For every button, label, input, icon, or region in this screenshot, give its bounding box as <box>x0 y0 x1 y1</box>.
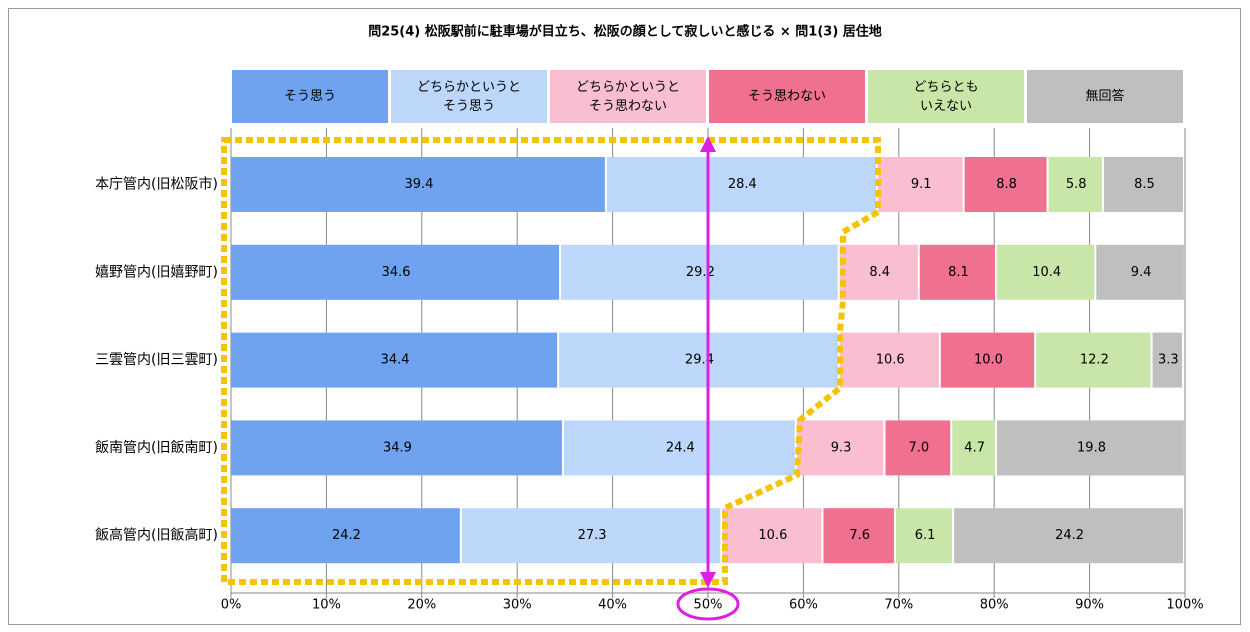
bar-segment <box>885 420 951 476</box>
highlight-ellipse <box>676 587 740 621</box>
bar-segment <box>997 420 1184 476</box>
data-label: 10.6 <box>758 528 787 543</box>
data-label: 24.2 <box>332 528 361 543</box>
data-label: 34.9 <box>383 440 412 455</box>
annotations <box>221 136 881 621</box>
bar-segment <box>231 244 560 300</box>
data-label: 10.0 <box>974 353 1003 368</box>
x-tick-label: 60% <box>789 598 818 613</box>
legend-item: どちらかというと そう思わない <box>550 70 706 123</box>
category-label: 本庁管内(旧松阪市) <box>95 176 218 193</box>
data-label: 8.1 <box>948 265 969 280</box>
data-label: 39.4 <box>404 177 433 192</box>
x-tick-label: 100% <box>1166 598 1203 613</box>
data-label: 9.3 <box>831 440 852 455</box>
data-label: 10.4 <box>1032 265 1061 280</box>
x-tick-label: 50% <box>694 598 723 613</box>
bar-segment <box>231 508 460 564</box>
category-label: 飯南管内(旧飯南町) <box>95 439 218 456</box>
bar-segment <box>964 157 1047 212</box>
bar-segment <box>461 508 721 564</box>
data-label: 8.5 <box>1134 177 1155 192</box>
category-label: 嬉野管内(旧嬉野町) <box>95 264 218 280</box>
x-tick-label: 80% <box>980 598 1009 613</box>
data-label: 5.8 <box>1066 177 1087 192</box>
legend-item: そう思う <box>232 70 388 123</box>
data-label: 24.2 <box>1055 528 1084 543</box>
data-label: 29.4 <box>685 353 714 368</box>
data-label: 34.4 <box>381 353 410 368</box>
category-label: 飯高管内(旧飯高町) <box>95 527 218 544</box>
bar-segment <box>722 508 822 564</box>
data-label: 29.2 <box>686 265 715 280</box>
data-label: 8.4 <box>869 265 890 280</box>
bar-segment <box>940 332 1035 388</box>
bar-segment <box>1096 244 1184 300</box>
bar-segment <box>1048 157 1102 212</box>
bar-segment <box>231 157 605 212</box>
bar-segment <box>954 508 1183 564</box>
bar-segment <box>1103 157 1183 212</box>
bar-segment <box>563 420 795 476</box>
bar-segment <box>997 244 1095 300</box>
arrow-head <box>700 572 716 588</box>
legend-item: どちらとも いえない <box>868 70 1024 123</box>
x-tick-label: 20% <box>407 598 436 613</box>
legend-item: どちらかというと そう思う <box>391 70 547 123</box>
x-tick-label: 90% <box>1075 598 1104 613</box>
legend-item: 無回答 <box>1027 70 1183 123</box>
data-label: 19.8 <box>1077 440 1106 455</box>
data-label: 27.3 <box>578 528 607 543</box>
data-label: 10.6 <box>876 353 905 368</box>
highlight-outline <box>221 137 881 585</box>
data-label: 9.4 <box>1131 265 1152 280</box>
x-tick-label: 70% <box>884 598 913 613</box>
bar-segment <box>919 244 996 300</box>
data-label: 4.7 <box>964 440 985 455</box>
bar-segment <box>561 244 838 300</box>
data-label: 6.1 <box>915 528 936 543</box>
x-tick-label: 10% <box>312 598 341 613</box>
data-label: 7.0 <box>908 440 929 455</box>
bar-segment <box>231 420 562 476</box>
data-label: 34.6 <box>382 265 411 280</box>
data-label: 3.3 <box>1158 353 1179 368</box>
bar-segment <box>877 157 963 212</box>
bar-segment <box>606 157 876 212</box>
bar-segment <box>796 420 884 476</box>
x-tick-label: 30% <box>503 598 532 613</box>
bar-segment <box>559 332 838 388</box>
data-label: 8.8 <box>996 177 1017 192</box>
bar-segment <box>952 420 996 476</box>
data-label: 28.4 <box>728 177 757 192</box>
bar-segment <box>823 508 894 564</box>
legend-item: そう思わない <box>709 70 865 123</box>
chart-border <box>8 8 1241 625</box>
bars: 本庁管内(旧松阪市) 39.4 28.4 9.1 8.8 5.8 8.5 嬉野管内(旧嬉野町)… <box>95 157 1184 564</box>
chart-title: 問25(4) 松阪駅前に駐車場が目立ち、松阪の顔として寂しいと感じる × 問1(… <box>368 24 882 40</box>
bar-segment <box>839 332 939 388</box>
bar-segment <box>895 508 953 564</box>
bar-segment <box>839 244 918 300</box>
data-label: 12.2 <box>1080 353 1109 368</box>
data-label: 7.6 <box>849 528 870 543</box>
data-label: 9.1 <box>911 177 932 192</box>
bar-segment <box>231 332 558 388</box>
x-tick-label: 40% <box>598 598 627 613</box>
arrow-head <box>700 136 716 152</box>
category-label: 三雲管内(旧三雲町) <box>95 352 218 368</box>
bar-segment <box>1036 332 1151 388</box>
bar-segment <box>1152 332 1183 388</box>
data-label: 24.4 <box>666 440 695 455</box>
x-tick-label: 0% <box>221 598 242 613</box>
